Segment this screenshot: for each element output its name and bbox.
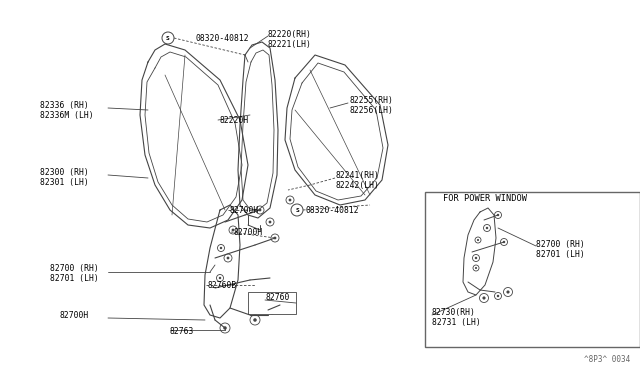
- Bar: [248, 292, 296, 314]
- Circle shape: [477, 239, 479, 241]
- Circle shape: [274, 237, 276, 240]
- Text: 82256(LH): 82256(LH): [350, 106, 394, 115]
- Text: 08320-40812: 08320-40812: [195, 33, 248, 42]
- Text: 82700 (RH): 82700 (RH): [50, 263, 99, 273]
- Text: 82763: 82763: [170, 327, 195, 337]
- Circle shape: [475, 257, 477, 259]
- Text: 82336 (RH): 82336 (RH): [40, 100, 89, 109]
- Circle shape: [232, 229, 234, 231]
- Text: 82255(RH): 82255(RH): [350, 96, 394, 105]
- Circle shape: [220, 247, 222, 249]
- Circle shape: [219, 277, 221, 279]
- Text: 82300 (RH): 82300 (RH): [40, 167, 89, 176]
- Circle shape: [486, 227, 488, 229]
- Text: 82242(LH): 82242(LH): [336, 180, 380, 189]
- Text: S: S: [166, 35, 170, 41]
- Circle shape: [253, 318, 257, 322]
- Text: 82241(RH): 82241(RH): [336, 170, 380, 180]
- Circle shape: [271, 309, 273, 311]
- Bar: [425, 192, 640, 347]
- Text: 82730(RH): 82730(RH): [432, 308, 476, 317]
- Text: 82700H: 82700H: [60, 311, 89, 321]
- Text: 82700H: 82700H: [233, 228, 262, 237]
- Circle shape: [475, 267, 477, 269]
- Text: 82760: 82760: [265, 294, 289, 302]
- Text: 82760B: 82760B: [208, 280, 237, 289]
- Circle shape: [483, 296, 486, 299]
- Text: 08320-40812: 08320-40812: [305, 205, 358, 215]
- Text: 82701 (LH): 82701 (LH): [536, 250, 585, 259]
- Circle shape: [503, 241, 505, 243]
- Circle shape: [497, 214, 499, 216]
- Circle shape: [223, 326, 227, 330]
- Circle shape: [269, 221, 271, 224]
- Circle shape: [280, 303, 284, 307]
- Text: 82220H: 82220H: [220, 115, 249, 125]
- Text: 82221(LH): 82221(LH): [268, 39, 312, 48]
- Circle shape: [227, 257, 229, 259]
- Text: FOR POWER WINDOW: FOR POWER WINDOW: [443, 193, 527, 202]
- Circle shape: [289, 199, 291, 201]
- Circle shape: [506, 291, 509, 294]
- Text: 82701 (LH): 82701 (LH): [50, 273, 99, 282]
- Text: 82700H: 82700H: [230, 205, 259, 215]
- Circle shape: [259, 209, 261, 211]
- Text: ^8P3^ 0034: ^8P3^ 0034: [584, 355, 630, 364]
- Text: 82336M (LH): 82336M (LH): [40, 110, 93, 119]
- Text: 82700 (RH): 82700 (RH): [536, 240, 585, 248]
- Text: S: S: [295, 208, 299, 212]
- Text: 82220(RH): 82220(RH): [268, 29, 312, 38]
- Text: 82731 (LH): 82731 (LH): [432, 317, 481, 327]
- Circle shape: [497, 295, 499, 297]
- Text: 82301 (LH): 82301 (LH): [40, 177, 89, 186]
